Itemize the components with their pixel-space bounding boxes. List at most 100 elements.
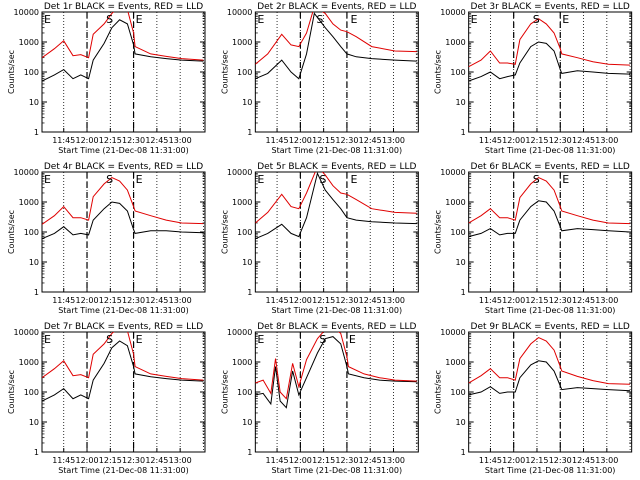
x-tick-label: 13:00 (595, 136, 618, 145)
x-tick-label: 12:15 (99, 136, 122, 145)
marker-label: E (257, 173, 264, 186)
y-axis-label: Counts/sec (220, 370, 229, 414)
y-tick-label: 10 (242, 258, 252, 267)
y-tick-label: 1 (461, 448, 466, 457)
x-tick-label: 13:00 (595, 456, 618, 465)
x-tick-label: 11:45 (52, 456, 75, 465)
marker-label: E (471, 13, 478, 26)
marker-label: S (533, 173, 540, 186)
x-tick-label: 11:45 (266, 296, 289, 305)
y-axis-label: Counts/sec (434, 210, 443, 254)
x-tick-label: 11:45 (266, 456, 289, 465)
y-tick-label: 1 (461, 128, 466, 137)
x-tick-label: 13:00 (169, 456, 192, 465)
y-tick-label: 10000 (14, 168, 39, 177)
marker-label: S (106, 173, 113, 186)
x-axis-label: Start Time (21-Dec-08 11:31:00) (58, 146, 189, 155)
x-tick-label: 12:15 (312, 136, 335, 145)
x-axis-label: Start Time (21-Dec-08 11:31:00) (485, 146, 616, 155)
y-axis-label: Counts/sec (434, 50, 443, 94)
y-axis-label: Counts/sec (434, 370, 443, 414)
x-tick-label: 12:45 (572, 456, 595, 465)
events-series-line (42, 201, 204, 240)
x-tick-label: 11:45 (52, 296, 75, 305)
x-tick-label: 13:00 (382, 456, 405, 465)
marker-label: S (106, 333, 113, 346)
x-tick-label: 12:45 (145, 136, 168, 145)
y-tick-label: 100 (24, 228, 39, 237)
y-tick-label: 10 (242, 418, 252, 427)
x-axis-label: Start Time (21-Dec-08 11:31:00) (58, 466, 189, 475)
y-tick-label: 1000 (19, 358, 39, 367)
y-tick-label: 10 (29, 98, 39, 107)
x-axis-label: Start Time (21-Dec-08 11:31:00) (272, 146, 403, 155)
x-tick-label: 12:15 (99, 296, 122, 305)
lld-series-line (468, 18, 631, 68)
marker-label: E (562, 173, 569, 186)
x-tick-label: 12:15 (99, 456, 122, 465)
marker-label: E (350, 13, 357, 26)
y-tick-label: 10000 (227, 168, 252, 177)
y-tick-label: 10 (455, 98, 465, 107)
events-series-line (468, 360, 631, 396)
x-tick-label: 12:45 (145, 296, 168, 305)
x-tick-label: 11:45 (266, 136, 289, 145)
x-tick-label: 12:15 (312, 456, 335, 465)
y-tick-label: 1 (247, 128, 252, 137)
marker-label: E (257, 13, 264, 26)
x-tick-label: 13:00 (169, 296, 192, 305)
x-tick-label: 12:30 (335, 456, 358, 465)
x-tick-label: 13:00 (382, 296, 405, 305)
x-tick-label: 12:45 (572, 136, 595, 145)
y-tick-label: 1000 (232, 198, 252, 207)
y-tick-label: 10000 (440, 168, 465, 177)
chart-panel-8: Det 8r BLACK = Events, RED = LLD 1 10 100 10… (220, 322, 419, 475)
y-tick-label: 10000 (14, 328, 39, 337)
marker-label: E (44, 13, 51, 26)
events-series-line (42, 19, 204, 82)
y-tick-label: 100 (24, 68, 39, 77)
y-tick-label: 1 (34, 128, 39, 137)
marker-label: E (136, 13, 143, 26)
y-tick-label: 1 (461, 288, 466, 297)
x-tick-label: 12:30 (335, 136, 358, 145)
chart-title: Det 8r BLACK = Events, RED = LLD (257, 322, 416, 332)
chart-title: Det 2r BLACK = Events, RED = LLD (257, 2, 416, 12)
marker-label: E (349, 333, 356, 346)
y-tick-label: 100 (24, 388, 39, 397)
x-axis-label: Start Time (21-Dec-08 11:31:00) (58, 306, 189, 315)
x-tick-label: 12:00 (75, 296, 98, 305)
x-tick-label: 12:45 (572, 296, 595, 305)
marker-label: E (562, 13, 569, 26)
y-tick-label: 100 (237, 68, 252, 77)
lld-series-line (42, 332, 204, 381)
chart-panel-1: Det 1r BLACK = Events, RED = LLD 1 10 100 10… (7, 2, 206, 155)
y-tick-label: 1000 (445, 198, 465, 207)
y-tick-label: 1 (34, 448, 39, 457)
chart-title: Det 9r BLACK = Events, RED = LLD (471, 322, 630, 332)
y-tick-label: 100 (450, 68, 465, 77)
x-tick-label: 13:00 (382, 136, 405, 145)
x-axis-label: Start Time (21-Dec-08 11:31:00) (272, 466, 403, 475)
x-axis-label: Start Time (21-Dec-08 11:31:00) (272, 306, 403, 315)
y-tick-label: 10000 (227, 8, 252, 17)
x-axis-label: Start Time (21-Dec-08 11:31:00) (485, 466, 616, 475)
chart-panel-3: Det 3r BLACK = Events, RED = LLD 1 10 100 10… (434, 2, 633, 155)
x-tick-label: 12:15 (312, 296, 335, 305)
x-tick-label: 12:45 (359, 456, 382, 465)
x-tick-label: 12:15 (525, 296, 548, 305)
y-axis-label: Counts/sec (220, 50, 229, 94)
y-tick-label: 10000 (227, 328, 252, 337)
events-series-line (255, 172, 417, 240)
x-tick-label: 12:00 (289, 456, 312, 465)
y-tick-label: 100 (450, 228, 465, 237)
lld-series-line (255, 12, 417, 65)
marker-label: E (257, 333, 264, 346)
marker-label: E (136, 173, 143, 186)
x-tick-label: 12:45 (359, 136, 382, 145)
marker-label: E (350, 173, 357, 186)
y-axis-label: Counts/sec (220, 210, 229, 254)
chart-title: Det 3r BLACK = Events, RED = LLD (471, 2, 630, 12)
events-series-line (255, 12, 417, 80)
y-tick-label: 1000 (19, 38, 39, 47)
